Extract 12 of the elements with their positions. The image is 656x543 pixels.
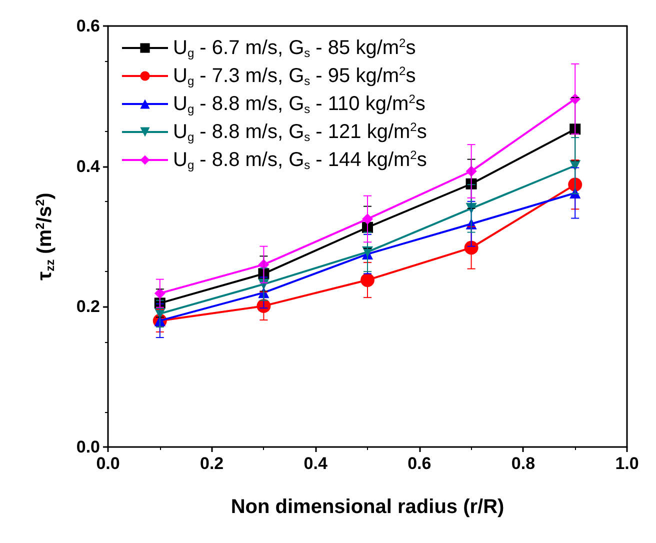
y-axis-title: τzz (m2/s2) [33,192,57,280]
x-tick-label: 0.4 [304,454,328,473]
y-tick-label: 0.0 [76,438,100,456]
x-tick-label: 1.0 [615,454,639,473]
x-tick-label: 0.6 [408,454,432,473]
x-tick-label: 0.0 [96,454,120,473]
y-tick-label: 0.6 [76,16,100,36]
x-axis-title: Non dimensional radius (r/R) [230,496,504,518]
y-tick-label: 0.4 [76,156,101,176]
x-tick-label: 0.8 [511,454,536,473]
y-tick-label: 0.2 [76,297,100,316]
x-tick-label: 0.2 [200,454,224,473]
